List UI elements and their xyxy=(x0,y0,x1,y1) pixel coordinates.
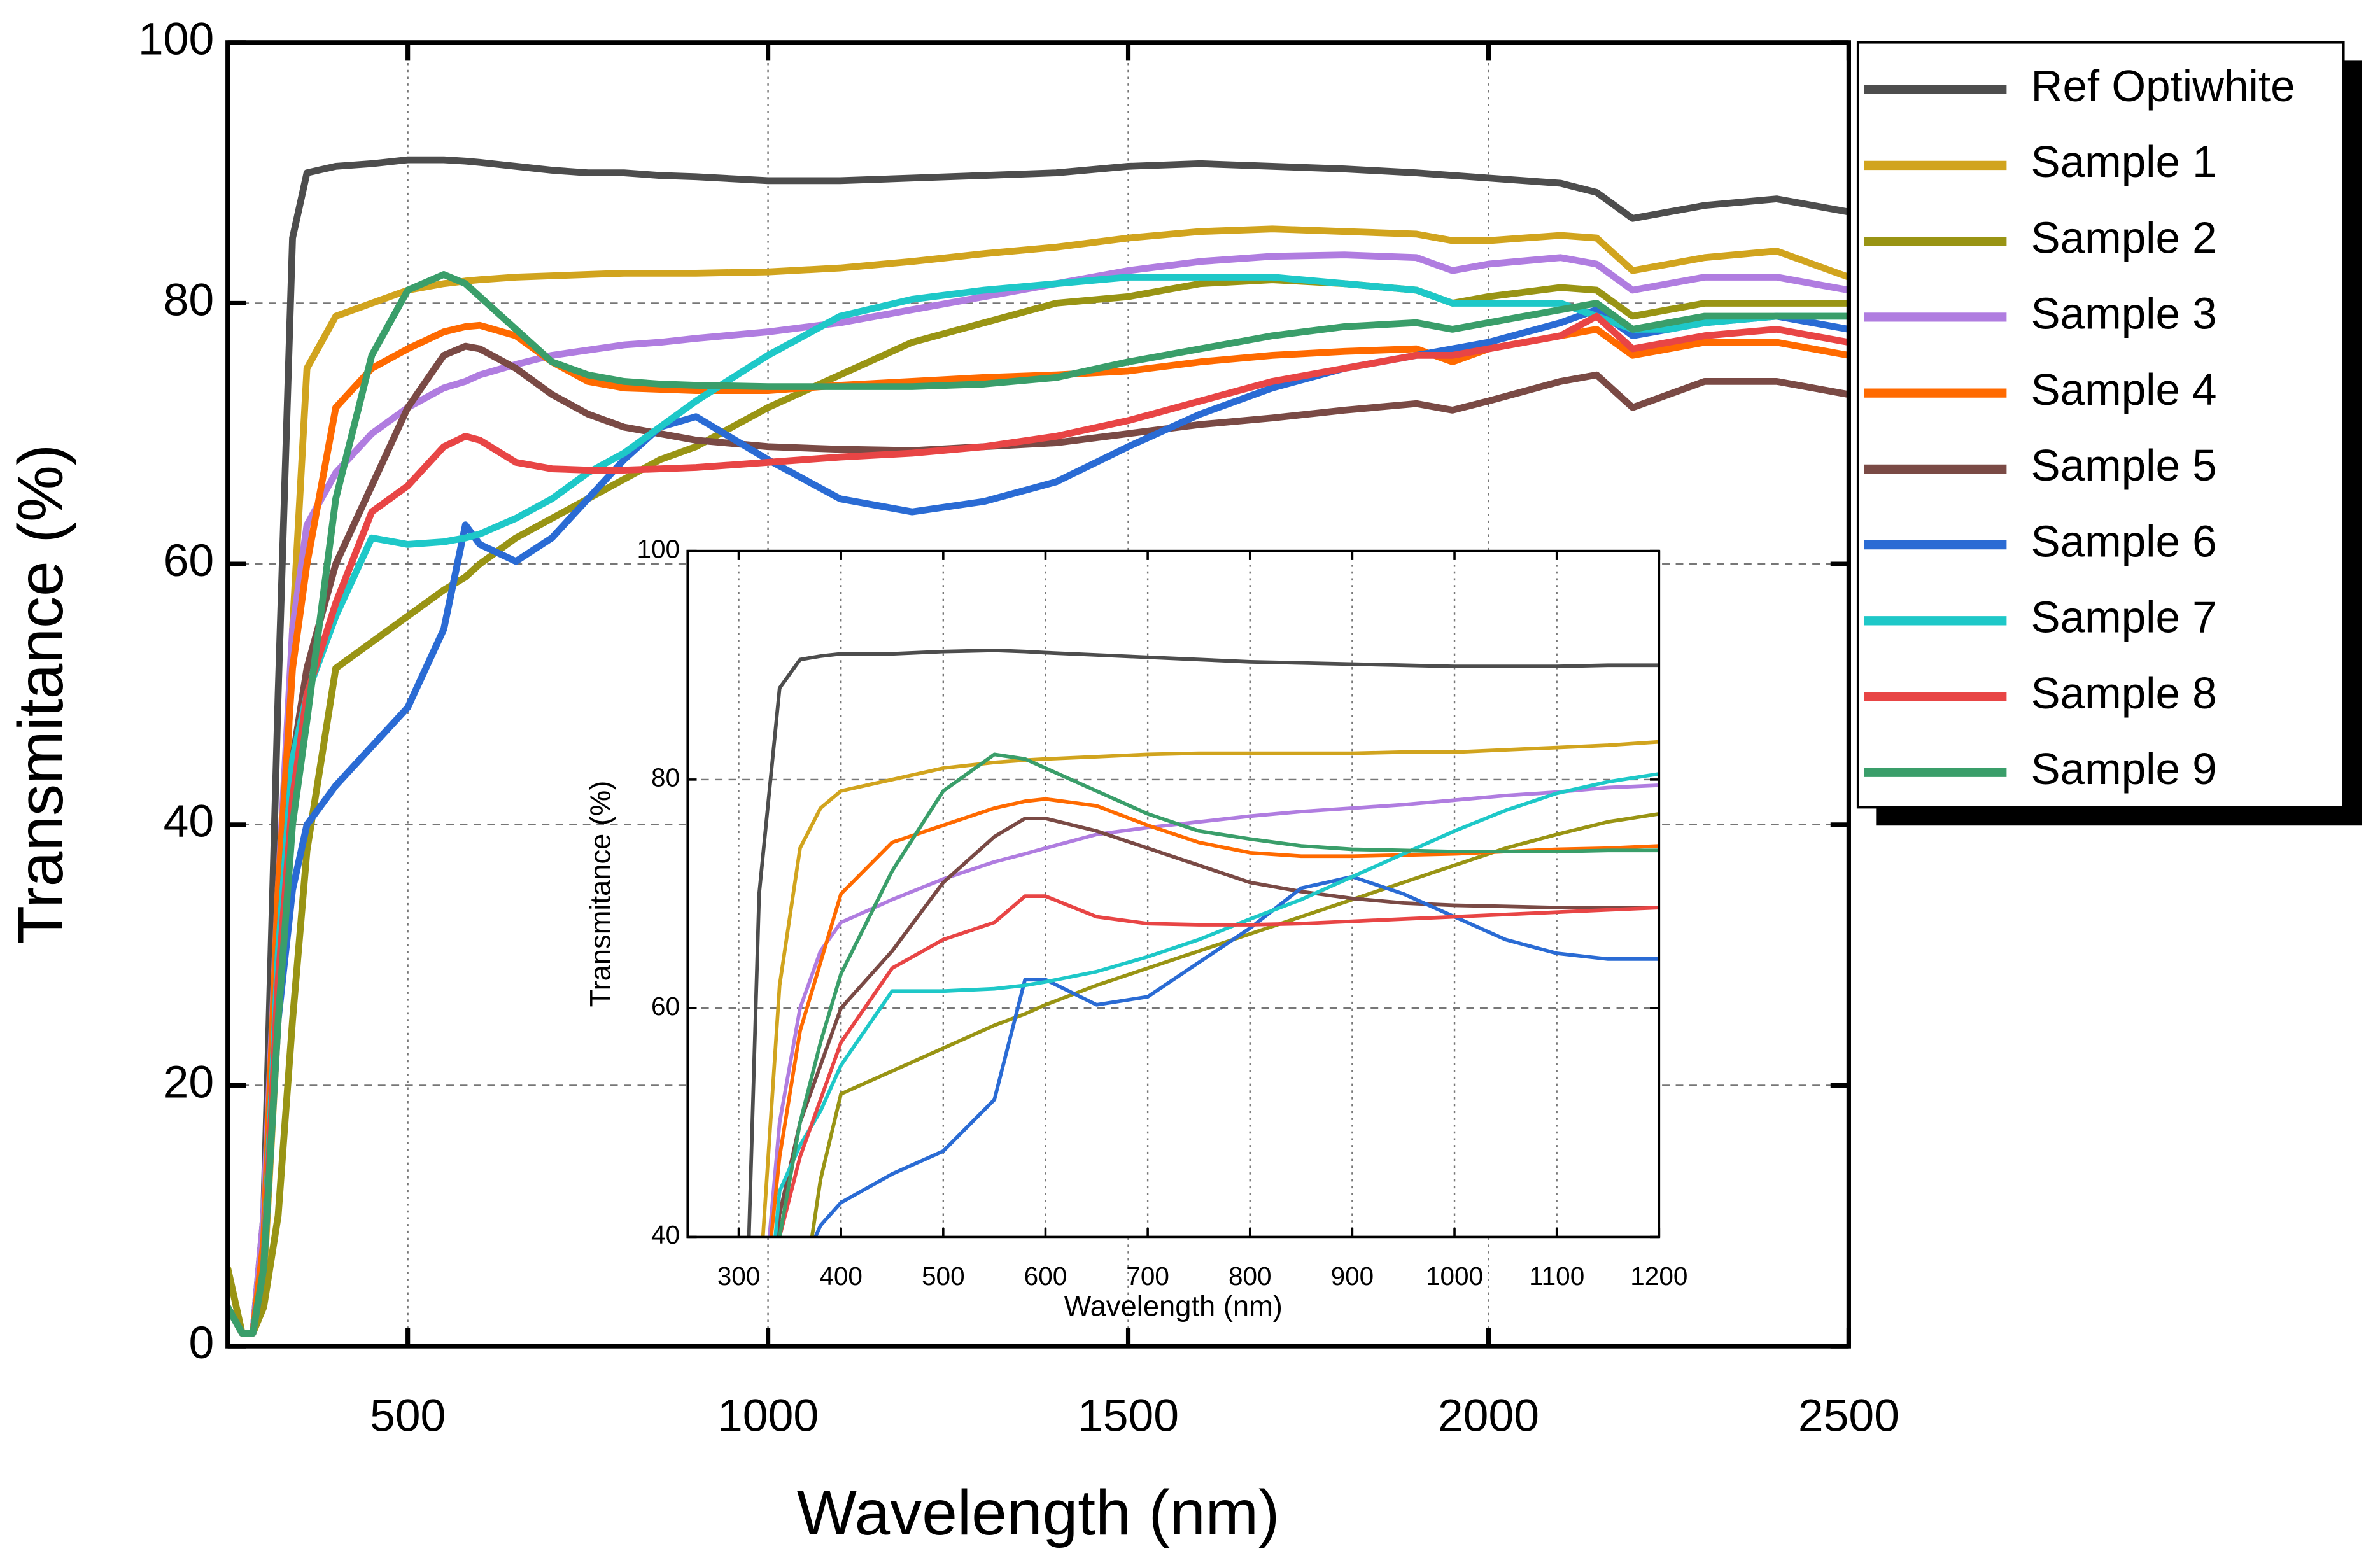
legend-label: Sample 5 xyxy=(2031,440,2217,490)
plot-frame xyxy=(686,549,1661,1239)
x-tick-label: 400 xyxy=(819,1261,863,1291)
x-axis-label: Wavelength (nm) xyxy=(1064,1289,1283,1322)
x-tick-label: 1000 xyxy=(1426,1261,1483,1291)
series-line xyxy=(761,740,1659,1237)
y-tick-label: 20 xyxy=(164,1056,215,1107)
x-tick-label: 600 xyxy=(1024,1261,1067,1291)
y-tick-label: 100 xyxy=(637,534,680,563)
plot-area xyxy=(747,649,1659,1237)
y-tick-label: 100 xyxy=(138,14,214,65)
series-line xyxy=(227,156,1849,1337)
x-tick-label: 1000 xyxy=(717,1390,819,1441)
legend-label: Sample 8 xyxy=(2031,668,2217,718)
x-tick-label: 700 xyxy=(1126,1261,1169,1291)
series-line xyxy=(227,271,1849,1337)
x-tick-label: 1100 xyxy=(1529,1261,1584,1291)
series-line xyxy=(813,874,1659,1237)
x-tick-label: 800 xyxy=(1229,1261,1272,1291)
x-tick-label: 2500 xyxy=(1798,1390,1899,1441)
series-line xyxy=(767,783,1659,1237)
series-line xyxy=(777,752,1659,1237)
plot-frame xyxy=(225,40,1851,1349)
y-tick-label: 0 xyxy=(188,1317,214,1368)
x-tick-label: 1200 xyxy=(1630,1261,1687,1291)
y-tick-label: 60 xyxy=(651,992,680,1021)
x-tick-label: 1500 xyxy=(1078,1390,1179,1441)
y-axis-label: Transmitance (%) xyxy=(584,781,617,1007)
x-tick-label: 500 xyxy=(370,1390,446,1441)
x-tick-label: 900 xyxy=(1331,1261,1374,1291)
legend-label: Sample 2 xyxy=(2031,213,2217,262)
series-line xyxy=(747,649,1659,1237)
y-tick-label: 80 xyxy=(651,763,680,792)
x-tick-label: 500 xyxy=(922,1261,965,1291)
legend-label: Sample 6 xyxy=(2031,516,2217,566)
plot-area xyxy=(227,156,1849,1337)
legend-label: Ref Optiwhite xyxy=(2031,61,2295,111)
x-tick-label: 300 xyxy=(717,1261,761,1291)
x-axis-label: Wavelength (nm) xyxy=(797,1477,1280,1548)
y-axis-label: Transmitance (%) xyxy=(5,444,76,944)
legend-label: Sample 1 xyxy=(2031,137,2217,186)
series-line xyxy=(227,225,1849,1337)
legend-label: Sample 7 xyxy=(2031,593,2217,642)
series-line xyxy=(777,894,1659,1237)
y-tick-label: 40 xyxy=(164,796,215,847)
series-line xyxy=(775,817,1659,1237)
y-tick-label: 40 xyxy=(651,1220,680,1249)
x-tick-label: 2000 xyxy=(1438,1390,1539,1441)
series-line xyxy=(227,342,1849,1337)
legend-label: Sample 9 xyxy=(2031,744,2217,794)
series-line xyxy=(227,306,1849,1337)
series-line xyxy=(810,811,1659,1237)
legend-label: Sample 4 xyxy=(2031,365,2217,414)
y-tick-label: 80 xyxy=(164,274,215,325)
legend-label: Sample 3 xyxy=(2031,289,2217,339)
y-tick-label: 60 xyxy=(164,535,215,586)
series-line xyxy=(227,251,1849,1337)
